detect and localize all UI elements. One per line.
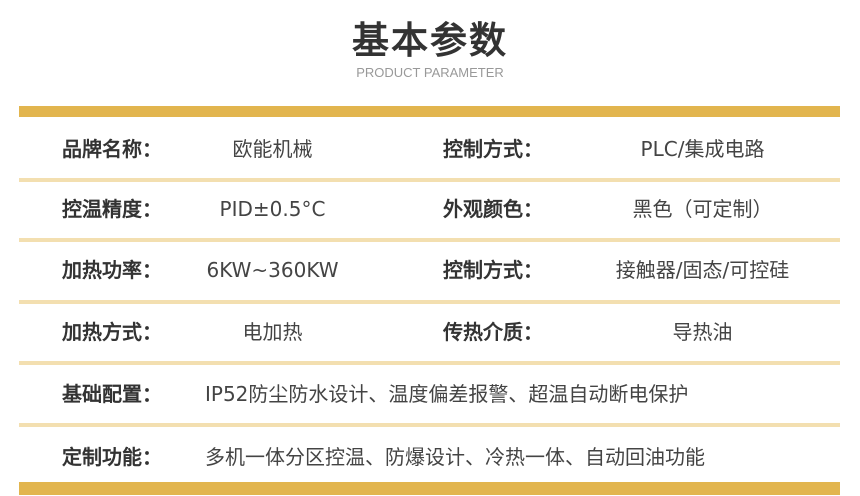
table-row: 品牌名称： 欧能机械 控制方式： PLC/集成电路 xyxy=(0,129,860,169)
divider xyxy=(19,423,840,427)
value: 电加热 xyxy=(242,320,303,344)
label: 外观颜色： xyxy=(443,197,543,221)
label: 控制方式： xyxy=(443,137,543,161)
table-row: 加热方式： 电加热 传热介质： 导热油 xyxy=(0,312,860,352)
table-row: 加热功率： 6KW~360KW 控制方式： 接触器/固态/可控硅 xyxy=(0,250,860,290)
value: 黑色（可定制） xyxy=(632,197,773,221)
label: 传热介质： xyxy=(443,320,543,344)
top-bar xyxy=(19,106,840,117)
divider xyxy=(19,300,840,304)
value: 多机一体分区控温、防爆设计、冷热一体、自动回油功能 xyxy=(205,445,705,469)
label: 品牌名称： xyxy=(62,137,162,161)
divider xyxy=(19,361,840,365)
bottom-bar xyxy=(19,482,840,495)
table-row: 控温精度： PID±0.5°C 外观颜色： 黑色（可定制） xyxy=(0,189,860,229)
value: 6KW~360KW xyxy=(206,258,339,282)
label: 加热功率： xyxy=(62,258,162,282)
label: 定制功能： xyxy=(62,445,162,469)
value: 欧能机械 xyxy=(232,137,313,161)
label: 控温精度： xyxy=(62,197,162,221)
value: 接触器/固态/可控硅 xyxy=(615,258,790,282)
label: 控制方式： xyxy=(443,258,543,282)
page-title: 基本参数 xyxy=(352,19,508,62)
value: 导热油 xyxy=(672,320,733,344)
value: PLC/集成电路 xyxy=(640,137,765,161)
value: IP52防尘防水设计、温度偏差报警、超温自动断电保护 xyxy=(205,382,689,406)
page-subtitle: PRODUCT PARAMETER xyxy=(356,65,504,80)
label: 基础配置： xyxy=(62,382,162,406)
table-row: 基础配置： IP52防尘防水设计、温度偏差报警、超温自动断电保护 xyxy=(0,374,860,414)
divider xyxy=(19,178,840,182)
table-row: 定制功能： 多机一体分区控温、防爆设计、冷热一体、自动回油功能 xyxy=(0,437,860,477)
value: PID±0.5°C xyxy=(219,197,326,221)
label: 加热方式： xyxy=(62,320,162,344)
divider xyxy=(19,238,840,242)
